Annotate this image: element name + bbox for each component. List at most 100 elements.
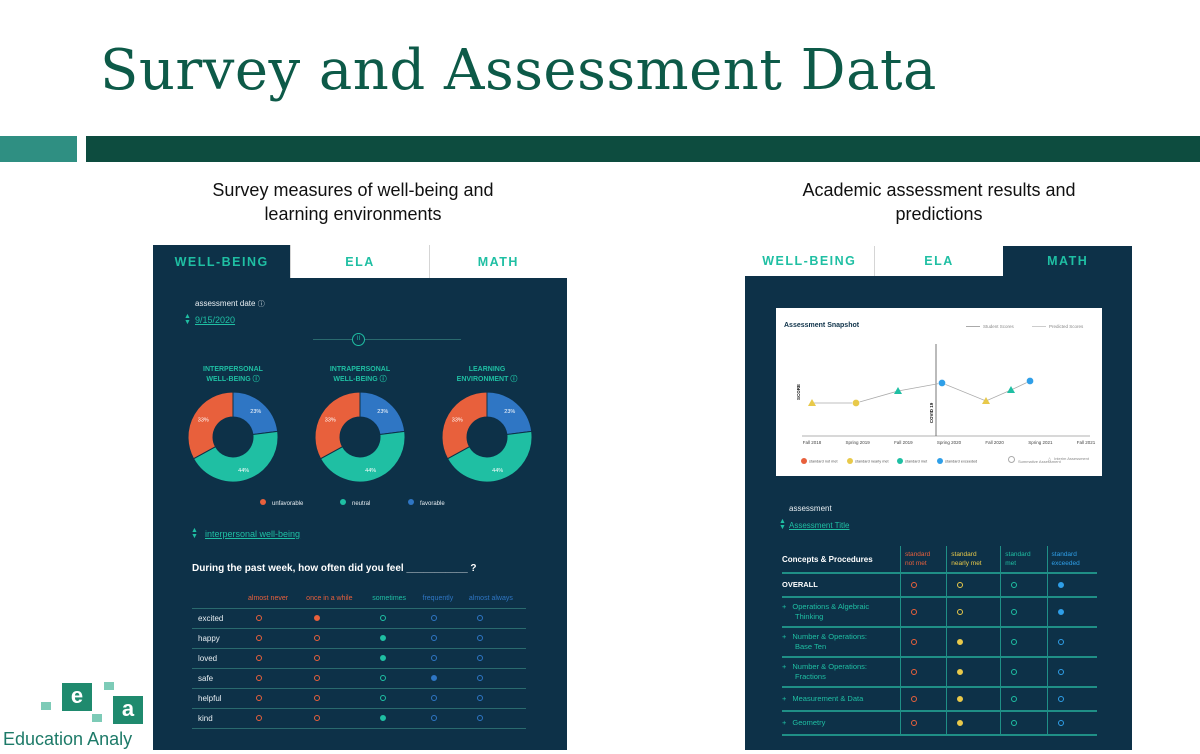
- response-cell[interactable]: [242, 668, 301, 689]
- expand-plus-icon[interactable]: +: [782, 694, 787, 703]
- interim-point[interactable]: [982, 397, 990, 404]
- summative-point[interactable]: [1026, 377, 1034, 385]
- expand-plus-icon[interactable]: +: [782, 632, 787, 641]
- concept-row[interactable]: + Number & Operations: Base Ten: [782, 627, 1097, 658]
- measure-select[interactable]: interpersonal well-being: [205, 529, 301, 539]
- tab-math[interactable]: MATH: [428, 245, 567, 278]
- concept-row[interactable]: + Measurement & Data: [782, 687, 1097, 712]
- concept-row[interactable]: OVERALL: [782, 573, 1097, 598]
- response-cell[interactable]: [242, 688, 301, 709]
- summative-point[interactable]: [852, 399, 860, 407]
- expand-plus-icon[interactable]: +: [782, 662, 787, 671]
- summative-point[interactable]: [938, 379, 946, 387]
- response-radio[interactable]: [314, 695, 321, 701]
- tab-well-being[interactable]: WELL-BEING: [153, 245, 291, 278]
- response-cell[interactable]: [462, 648, 526, 669]
- response-cell[interactable]: [416, 708, 463, 729]
- response-cell[interactable]: [462, 688, 526, 709]
- concept-label[interactable]: + Number & Operations: Fractions: [782, 657, 901, 688]
- response-radio[interactable]: [256, 615, 262, 621]
- tab-ela[interactable]: ELA: [290, 245, 429, 278]
- response-cell[interactable]: [300, 708, 367, 729]
- response-cell[interactable]: [242, 608, 301, 629]
- measure-stepper-icon[interactable]: ▲ ▼: [191, 527, 198, 540]
- response-radio[interactable]: [314, 635, 321, 641]
- response-cell[interactable]: [416, 688, 463, 709]
- tab-ela[interactable]: ELA: [873, 246, 1004, 276]
- concept-row[interactable]: + Operations & Algebraic Thinking: [782, 597, 1097, 628]
- response-cell[interactable]: [366, 608, 417, 629]
- pause-icon[interactable]: II: [352, 333, 365, 346]
- response-radio[interactable]: [476, 715, 483, 721]
- response-cell[interactable]: [366, 688, 417, 709]
- response-cell[interactable]: [366, 708, 417, 729]
- response-cell[interactable]: [416, 648, 463, 669]
- response-radio[interactable]: [430, 635, 437, 641]
- response-cell[interactable]: [462, 668, 526, 689]
- response-radio[interactable]: [314, 615, 321, 621]
- response-radio[interactable]: [256, 675, 262, 681]
- response-radio[interactable]: [380, 695, 387, 701]
- response-cell[interactable]: [366, 628, 417, 649]
- response-radio[interactable]: [476, 695, 483, 701]
- table-row: happy: [192, 628, 526, 649]
- concept-row[interactable]: + Geometry: [782, 711, 1097, 736]
- response-radio[interactable]: [256, 715, 262, 721]
- slice-label: 44%: [238, 468, 249, 474]
- concept-row[interactable]: + Number & Operations: Fractions: [782, 657, 1097, 688]
- response-radio[interactable]: [430, 715, 437, 721]
- response-cell[interactable]: [416, 628, 463, 649]
- response-cell[interactable]: [462, 628, 526, 649]
- response-radio[interactable]: [476, 615, 483, 621]
- tab-well-being[interactable]: WELL-BEING: [745, 246, 874, 276]
- assessment-date-select[interactable]: 9/15/2020: [195, 315, 236, 325]
- response-cell[interactable]: [242, 628, 301, 649]
- response-radio[interactable]: [314, 655, 321, 661]
- response-radio[interactable]: [430, 615, 437, 621]
- response-cell[interactable]: [300, 608, 367, 629]
- tab-math[interactable]: MATH: [1003, 246, 1132, 276]
- expand-plus-icon[interactable]: +: [782, 718, 787, 727]
- response-radio[interactable]: [430, 695, 437, 701]
- response-cell[interactable]: [242, 708, 301, 729]
- response-cell[interactable]: [416, 608, 463, 629]
- response-radio[interactable]: [256, 695, 262, 701]
- response-cell[interactable]: [366, 668, 417, 689]
- response-radio[interactable]: [256, 655, 262, 661]
- response-cell[interactable]: [300, 688, 367, 709]
- date-stepper-icon[interactable]: ▲ ▼: [184, 313, 191, 326]
- response-cell[interactable]: [462, 608, 526, 629]
- response-radio[interactable]: [380, 715, 387, 721]
- response-radio[interactable]: [256, 635, 262, 641]
- response-radio[interactable]: [380, 615, 387, 621]
- standard-indicator: [911, 719, 917, 726]
- response-cell[interactable]: [300, 628, 367, 649]
- response-radio[interactable]: [476, 675, 483, 681]
- response-cell[interactable]: [300, 668, 367, 689]
- concept-label[interactable]: + Operations & Algebraic Thinking: [782, 597, 901, 628]
- concept-label[interactable]: + Number & Operations: Base Ten: [782, 627, 901, 658]
- interim-point[interactable]: [894, 387, 902, 394]
- interim-point[interactable]: [808, 399, 816, 406]
- assessment-stepper-icon[interactable]: ▲ ▼: [779, 518, 786, 531]
- response-radio[interactable]: [314, 675, 321, 681]
- response-radio[interactable]: [314, 715, 321, 721]
- expand-plus-icon[interactable]: +: [782, 602, 787, 611]
- response-radio[interactable]: [476, 635, 483, 641]
- response-radio[interactable]: [430, 675, 437, 681]
- interim-point[interactable]: [1007, 386, 1015, 393]
- concept-label[interactable]: + Measurement & Data: [782, 687, 901, 712]
- response-cell[interactable]: [300, 648, 367, 669]
- concept-label[interactable]: + Geometry: [782, 711, 901, 736]
- concept-label[interactable]: OVERALL: [782, 573, 901, 598]
- response-radio[interactable]: [380, 635, 387, 641]
- response-cell[interactable]: [462, 708, 526, 729]
- assessment-select[interactable]: Assessment Title: [789, 521, 850, 530]
- response-radio[interactable]: [476, 655, 483, 661]
- response-radio[interactable]: [430, 655, 437, 661]
- response-radio[interactable]: [380, 675, 387, 681]
- response-cell[interactable]: [366, 648, 417, 669]
- response-cell[interactable]: [242, 648, 301, 669]
- response-cell[interactable]: [416, 668, 463, 689]
- response-radio[interactable]: [380, 655, 387, 661]
